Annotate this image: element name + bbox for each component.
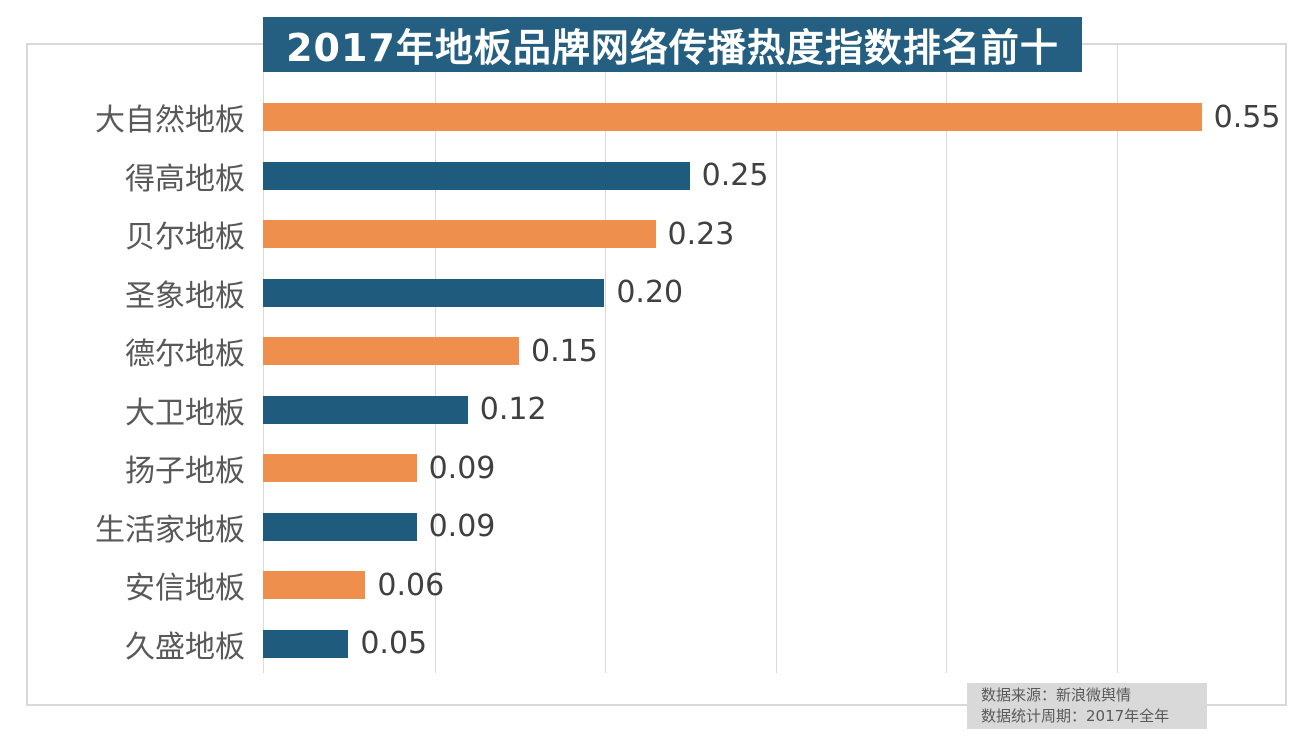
source-line: 数据来源：新浪微舆情 — [981, 686, 1132, 704]
category-label: 扬子地板 — [125, 454, 245, 490]
category-label: 安信地板 — [125, 571, 245, 607]
chart-frame — [26, 43, 1287, 706]
value-label: 0.06 — [377, 567, 445, 603]
gridline — [775, 43, 777, 673]
category-label: 圣象地板 — [125, 278, 245, 314]
bar-track: 0.25 — [263, 147, 1287, 206]
bar-track: 0.12 — [263, 381, 1287, 440]
bar-track: 0.06 — [263, 556, 1287, 615]
bar-row: 安信地板 0.06 — [26, 556, 1287, 615]
bar-track: 0.15 — [263, 322, 1287, 381]
gridline — [946, 43, 947, 673]
bar-row: 生活家地板 0.09 — [26, 498, 1287, 557]
bar — [263, 337, 519, 366]
bar-row: 大自然地板 0.55 — [26, 88, 1287, 147]
bar — [263, 395, 468, 424]
bar-row: 德尔地板 0.15 — [26, 322, 1287, 381]
bar — [263, 454, 417, 483]
bar-track: 0.09 — [263, 439, 1287, 498]
bar-row: 贝尔地板 0.23 — [26, 205, 1287, 264]
bar — [263, 220, 656, 249]
value-label: 0.20 — [616, 275, 684, 311]
value-label: 0.23 — [667, 216, 735, 252]
bar-track: 0.09 — [263, 498, 1287, 557]
value-label: 0.55 — [1213, 99, 1281, 135]
value-label: 0.05 — [360, 626, 428, 662]
value-label: 0.09 — [428, 450, 496, 486]
gridline — [605, 43, 606, 673]
bar — [263, 278, 605, 307]
bar-row: 扬子地板 0.09 — [26, 439, 1287, 498]
bar — [263, 161, 690, 190]
bar-row: 大卫地板 0.12 — [26, 381, 1287, 440]
gridline — [1116, 43, 1118, 673]
source-note: 数据来源：新浪微舆情 数据统计周期：2017年全年 — [967, 683, 1207, 729]
category-label: 大卫地板 — [125, 395, 245, 431]
bar — [263, 571, 366, 600]
chart-title: 2017年地板品牌网络传播热度指数排名前十 — [263, 17, 1082, 72]
category-label: 德尔地板 — [125, 337, 245, 373]
bar-row: 得高地板 0.25 — [26, 147, 1287, 206]
bar-track: 0.05 — [263, 615, 1287, 674]
category-label: 得高地板 — [125, 161, 245, 197]
period-line: 数据统计周期：2017年全年 — [981, 707, 1170, 725]
category-label: 生活家地板 — [95, 512, 245, 548]
bar-track: 0.23 — [263, 205, 1287, 264]
bar-rows: 大自然地板 0.55 得高地板 0.25 贝尔地板 0.23 圣象地板 0.20 德尔地板 0.1… — [26, 88, 1287, 673]
bar — [263, 103, 1202, 132]
category-label: 大自然地板 — [95, 103, 245, 139]
bar — [263, 629, 349, 658]
category-label: 久盛地板 — [125, 629, 245, 665]
bar — [263, 512, 417, 541]
bar-track: 0.55 — [263, 88, 1287, 147]
bar-track: 0.20 — [263, 264, 1287, 323]
bar-row: 久盛地板 0.05 — [26, 615, 1287, 674]
category-label: 贝尔地板 — [125, 220, 245, 256]
value-label: 0.25 — [701, 158, 769, 194]
bar-row: 圣象地板 0.20 — [26, 264, 1287, 323]
value-label: 0.09 — [428, 509, 496, 545]
value-label: 0.15 — [531, 333, 598, 369]
value-label: 0.12 — [479, 392, 547, 428]
